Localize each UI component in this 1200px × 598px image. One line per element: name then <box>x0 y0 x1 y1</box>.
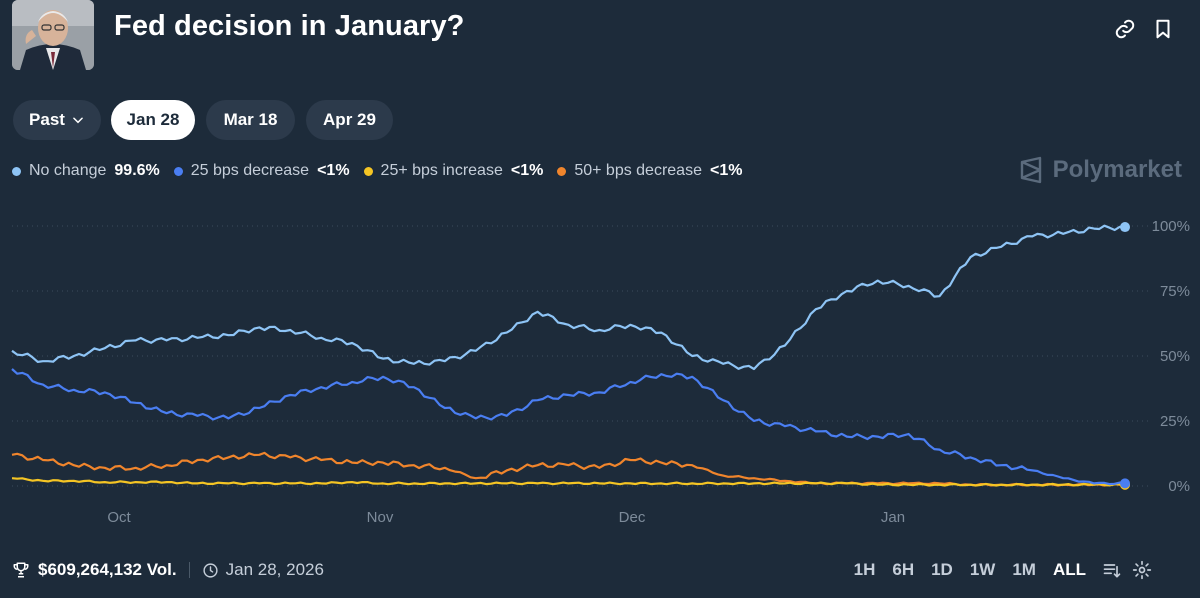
series-line-25-bps-increase <box>11 477 1126 487</box>
sort-icon[interactable] <box>1102 560 1122 580</box>
series-endpoint-25-bps-decrease <box>1120 478 1130 489</box>
probability-chart[interactable]: 100% 75% 50% 25% 0% Oct Nov Dec Jan <box>0 200 1200 540</box>
polymarket-logo: Polymarket <box>1017 156 1182 184</box>
trophy-icon <box>13 562 29 578</box>
legend-value: <1% <box>317 162 350 179</box>
volume-value: $609,264,132 Vol. <box>38 560 177 579</box>
range-1d[interactable]: 1D <box>931 560 953 579</box>
end-date-label: Jan 28, 2026 <box>225 560 324 579</box>
legend-dot <box>557 166 567 176</box>
range-1w[interactable]: 1W <box>969 560 996 579</box>
range-1h[interactable]: 1H <box>853 560 876 579</box>
legend-value: <1% <box>510 162 544 179</box>
legend-dot <box>12 166 21 176</box>
tab-label: Past <box>29 110 65 129</box>
tab-label: Apr 29 <box>323 110 376 129</box>
range-6h[interactable]: 6H <box>892 560 915 579</box>
legend-label: 50+ bps decrease <box>574 162 702 179</box>
legend-item-no-change[interactable]: No change 99.6% <box>12 162 160 180</box>
tab-label: Mar 18 <box>223 110 278 129</box>
legend-label: No change <box>29 162 107 179</box>
legend-item-25-plus-bps-increase[interactable]: 25+ bps increase <1% <box>363 162 544 180</box>
chart-legend: No change 99.6% 25 bps decrease <1% 25+ … <box>12 160 756 182</box>
legend-label: 25 bps decrease <box>190 162 310 179</box>
market-avatar <box>12 0 94 70</box>
series-line-25-bps-decrease <box>11 368 1126 486</box>
settings-gear-icon[interactable] <box>1132 560 1152 580</box>
bookmark-icon[interactable] <box>1152 18 1174 40</box>
series-line-no-change <box>11 224 1126 371</box>
legend-dot <box>363 166 373 176</box>
tab-jan-28[interactable]: Jan 28 <box>111 100 195 140</box>
tab-apr-29[interactable]: Apr 29 <box>306 100 393 140</box>
x-tick-label: Jan <box>881 509 905 526</box>
y-tick-label: 100% <box>1152 218 1190 235</box>
legend-value: <1% <box>709 162 743 179</box>
market-title: Fed decision in January? <box>114 10 465 42</box>
y-tick-label: 75% <box>1160 283 1190 300</box>
chart-footer: $609,264,132 Vol. Jan 28, 2026 1H 6H 1D … <box>12 555 1188 585</box>
divider <box>188 562 190 578</box>
end-date: Jan 28, 2026 <box>202 560 324 580</box>
time-range-selector: 1H 6H 1D 1W 1M ALL <box>837 555 1152 585</box>
tab-past[interactable]: Past <box>13 100 101 140</box>
market-header: Fed decision in January? <box>12 0 1188 72</box>
x-tick-label: Nov <box>367 509 394 526</box>
legend-label: 25+ bps increase <box>380 162 503 179</box>
y-tick-label: 0% <box>1168 478 1190 495</box>
legend-item-50-plus-bps-decrease[interactable]: 50+ bps decrease <1% <box>557 162 742 180</box>
x-tick-label: Dec <box>619 509 646 526</box>
tab-mar-18[interactable]: Mar 18 <box>206 100 295 140</box>
polymarket-logo-icon <box>1020 156 1041 184</box>
volume-display: $609,264,132 Vol. <box>12 560 177 580</box>
chevron-down-icon <box>73 117 83 124</box>
series-endpoint-no-change <box>1120 222 1130 233</box>
link-icon[interactable] <box>1114 18 1136 40</box>
powell-portrait-image <box>12 0 94 70</box>
range-all[interactable]: ALL <box>1052 560 1086 579</box>
clock-icon <box>203 562 218 578</box>
x-tick-label: Oct <box>107 509 131 526</box>
range-1m[interactable]: 1M <box>1012 560 1036 579</box>
brand-name: Polymarket <box>1052 156 1182 183</box>
legend-value: 99.6% <box>114 162 160 179</box>
y-tick-label: 50% <box>1160 348 1190 365</box>
legend-item-25-bps-decrease[interactable]: 25 bps decrease <1% <box>173 162 350 180</box>
tab-label: Jan 28 <box>126 110 180 129</box>
y-tick-label: 25% <box>1160 413 1190 430</box>
series-line-50-bps-decrease <box>11 451 1126 487</box>
legend-dot <box>173 166 183 176</box>
